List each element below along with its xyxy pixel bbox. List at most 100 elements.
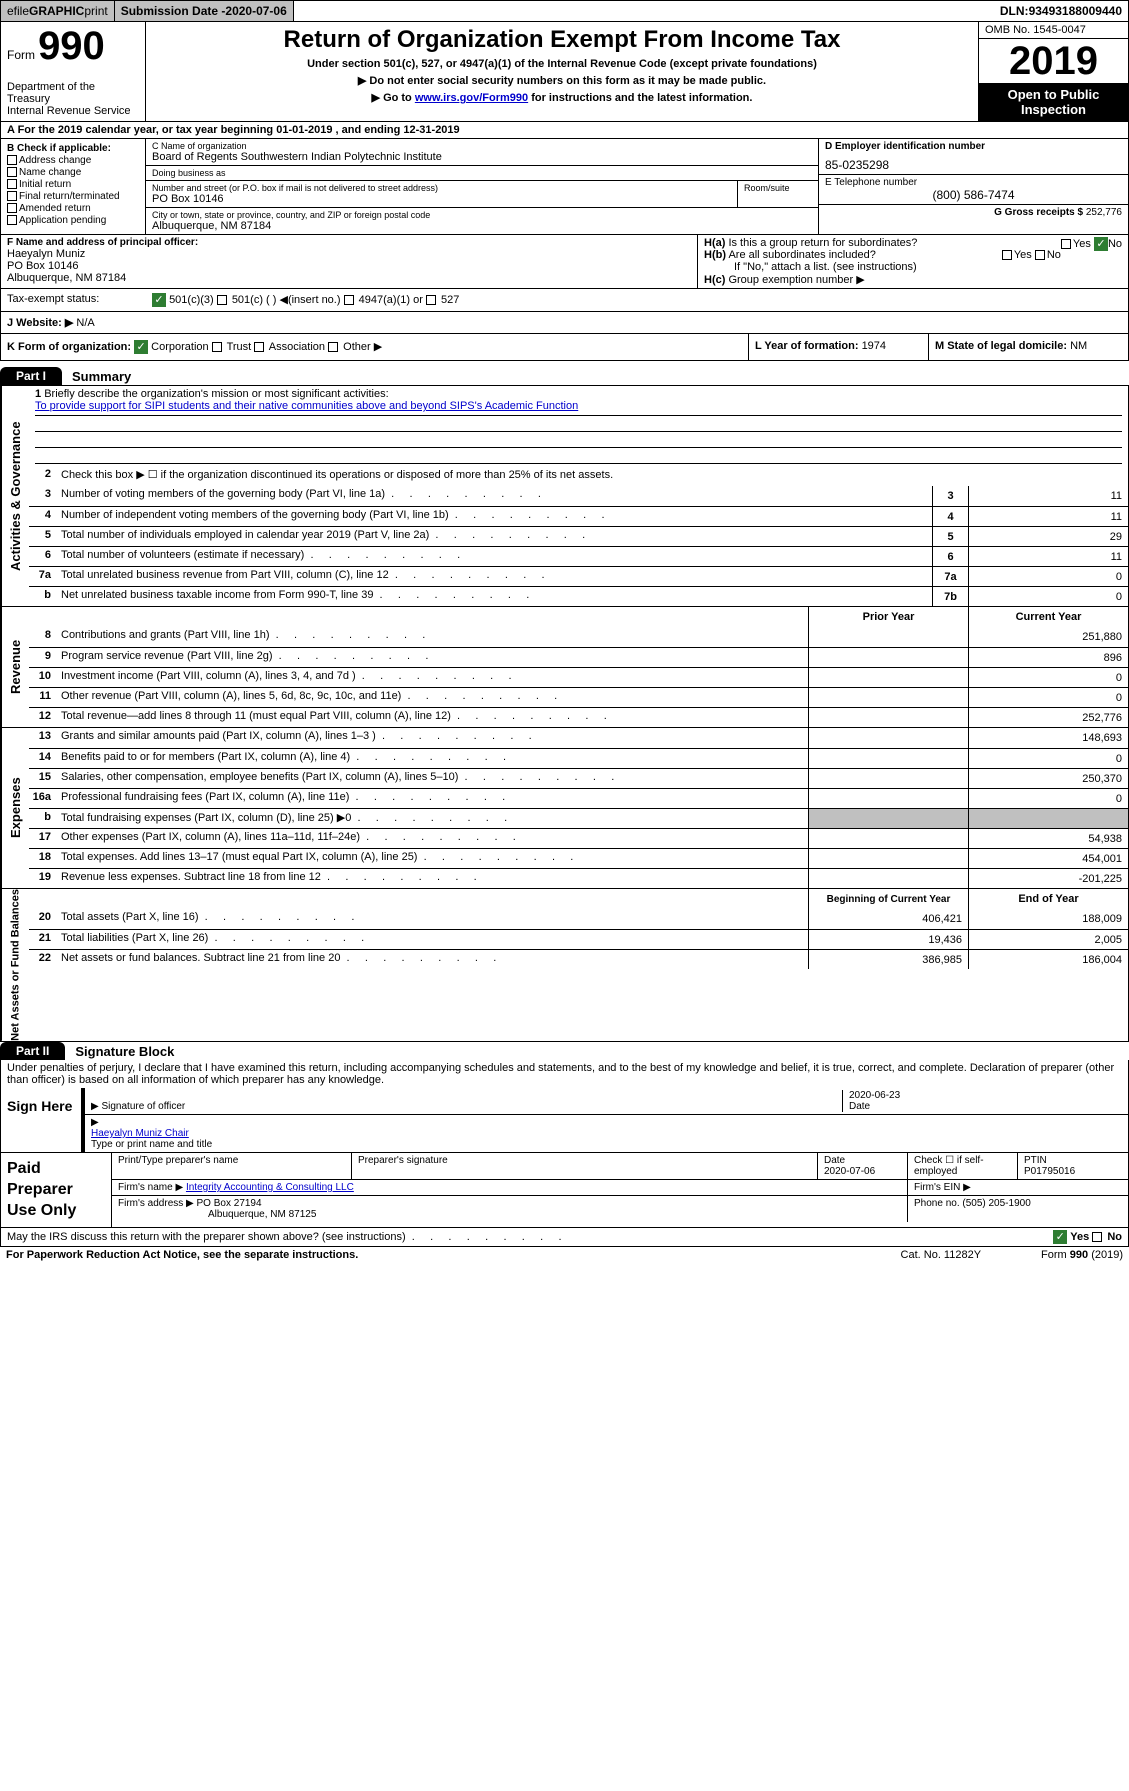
submission-box: Submission Date - 2020-07-06 bbox=[115, 1, 294, 21]
discuss-row: May the IRS discuss this return with the… bbox=[0, 1228, 1129, 1247]
firm-phone: Phone no. (505) 205-1900 bbox=[908, 1196, 1128, 1222]
mission-blank1 bbox=[35, 416, 1122, 432]
paid-label: Paid Preparer Use Only bbox=[1, 1153, 111, 1227]
addr-label: Number and street (or P.O. box if mail i… bbox=[152, 183, 731, 193]
rev-line-9: 9Program service revenue (Part VIII, lin… bbox=[29, 647, 1128, 667]
na-line-22: 22Net assets or fund balances. Subtract … bbox=[29, 949, 1128, 969]
na-hdr: Beginning of Current Year End of Year bbox=[29, 889, 1128, 909]
addr-row: Number and street (or P.O. box if mail i… bbox=[146, 181, 818, 208]
exp-line-19: 19Revenue less expenses. Subtract line 1… bbox=[29, 868, 1128, 888]
part1-tab: Part I bbox=[0, 367, 62, 385]
k-label: K Form of organization: bbox=[7, 341, 131, 353]
l2-text: Check this box ▶ ☐ if the organization d… bbox=[57, 466, 1128, 486]
gov-line-7a: 7aTotal unrelated business revenue from … bbox=[29, 566, 1128, 586]
f-addr2: Albuquerque, NM 87184 bbox=[7, 272, 691, 284]
m-label: M State of legal domicile: bbox=[935, 340, 1070, 352]
chk-pending[interactable]: Application pending bbox=[7, 215, 139, 226]
side-revenue: Revenue bbox=[1, 607, 29, 727]
chk-amended[interactable]: Amended return bbox=[7, 203, 139, 214]
hb-row: H(b) Are all subordinates included? Yes … bbox=[704, 249, 1122, 261]
sig-date-label: Date bbox=[849, 1101, 1122, 1112]
l-label: L Year of formation: bbox=[755, 340, 862, 352]
exp-line-13: 13Grants and similar amounts paid (Part … bbox=[29, 728, 1128, 748]
gross-value: 252,776 bbox=[1086, 207, 1122, 218]
city-value: Albuquerque, NM 87184 bbox=[152, 220, 812, 232]
row-j: J Website: ▶ N/A bbox=[0, 312, 1129, 334]
org-name-box: C Name of organization Board of Regents … bbox=[146, 139, 818, 165]
sub3-post: for instructions and the latest informat… bbox=[531, 92, 752, 104]
sig-officer-label: Signature of officer bbox=[91, 1101, 842, 1112]
gross-box: G Gross receipts $ 252,776 bbox=[819, 205, 1128, 220]
na-line-20: 20Total assets (Part X, line 16)406,4211… bbox=[29, 909, 1128, 929]
sub3-pre: Go to bbox=[383, 92, 415, 104]
efile-print[interactable]: print bbox=[84, 4, 107, 18]
chk-address[interactable]: Address change bbox=[7, 155, 139, 166]
discuss-q: May the IRS discuss this return with the… bbox=[7, 1231, 562, 1243]
chk-initial[interactable]: Initial return bbox=[7, 179, 139, 190]
ein-label: D Employer identification number bbox=[825, 141, 1122, 152]
footer-mid: Cat. No. 11282Y bbox=[901, 1249, 982, 1261]
form-header: Form 990 Department of the Treasury Inte… bbox=[0, 22, 1129, 122]
city-label: City or town, state or province, country… bbox=[152, 210, 812, 220]
box-k: K Form of organization: ✓ Corporation Tr… bbox=[1, 334, 748, 360]
submission-label: Submission Date - bbox=[121, 4, 226, 18]
discuss-yes-chk[interactable]: ✓ bbox=[1053, 1230, 1067, 1244]
top-spacer bbox=[294, 1, 994, 21]
efile-graphic[interactable]: GRAPHIC bbox=[29, 4, 84, 18]
form-word: Form bbox=[7, 48, 35, 62]
form-number: 990 bbox=[38, 24, 105, 68]
irs-link[interactable]: www.irs.gov/Form990 bbox=[415, 92, 528, 104]
firm-ein: Firm's EIN ▶ bbox=[908, 1180, 1128, 1195]
sign-here: Sign Here bbox=[1, 1088, 81, 1152]
room-label: Room/suite bbox=[738, 181, 818, 207]
org-name: Board of Regents Southwestern Indian Pol… bbox=[152, 151, 812, 163]
netassets-block: Net Assets or Fund Balances Beginning of… bbox=[0, 889, 1129, 1042]
efile-box: efile GRAPHIC print bbox=[1, 1, 115, 21]
row-a-mid: , and ending bbox=[336, 124, 404, 136]
subtitle-1: Under section 501(c), 527, or 4947(a)(1)… bbox=[156, 58, 968, 70]
ein-box: D Employer identification number 85-0235… bbox=[819, 139, 1128, 175]
form-title: Return of Organization Exempt From Incom… bbox=[156, 26, 968, 54]
paid-row3: Firm's address ▶ PO Box 27194 Albuquerqu… bbox=[112, 1196, 1128, 1222]
p-ptin: PTINP01795016 bbox=[1018, 1153, 1128, 1179]
row-a-text: A For the 2019 calendar year, or tax yea… bbox=[7, 124, 276, 136]
addr-street-box: Number and street (or P.O. box if mail i… bbox=[146, 181, 738, 207]
header-right: OMB No. 1545-0047 2019 Open to Public In… bbox=[978, 22, 1128, 121]
box-l: L Year of formation: 1974 bbox=[748, 334, 928, 360]
sig-date-box: 2020-06-23 Date bbox=[842, 1090, 1122, 1112]
mission-text: To provide support for SIPI students and… bbox=[35, 400, 1122, 416]
l-val: 1974 bbox=[862, 340, 886, 352]
sig-name-box: Haeyalyn Muniz Chair Type or print name … bbox=[91, 1117, 1122, 1150]
row-a-end: 12-31-2019 bbox=[403, 124, 459, 136]
rev-hdr: Prior Year Current Year bbox=[29, 607, 1128, 627]
j-label: J Website: ▶ bbox=[7, 317, 73, 329]
part2-title: Signature Block bbox=[65, 1044, 174, 1059]
chk-501c3[interactable]: ✓ bbox=[152, 293, 166, 307]
part1-header: Part I Summary bbox=[0, 367, 1129, 385]
rev-line-10: 10Investment income (Part VIII, column (… bbox=[29, 667, 1128, 687]
chk-name[interactable]: Name change bbox=[7, 167, 139, 178]
footer-left: For Paperwork Reduction Act Notice, see … bbox=[6, 1249, 358, 1261]
city-box: City or town, state or province, country… bbox=[146, 208, 818, 234]
gov-line-6: 6Total number of volunteers (estimate if… bbox=[29, 546, 1128, 566]
m-val: NM bbox=[1070, 340, 1087, 352]
addr-value: PO Box 10146 bbox=[152, 193, 731, 205]
box-f: F Name and address of principal officer:… bbox=[1, 235, 698, 288]
box-d: D Employer identification number 85-0235… bbox=[818, 139, 1128, 234]
p-self[interactable]: Check ☐ if self-employed bbox=[908, 1153, 1018, 1179]
exp-line-15: 15Salaries, other compensation, employee… bbox=[29, 768, 1128, 788]
phone-box: E Telephone number (800) 586-7474 bbox=[819, 175, 1128, 205]
ha-row: H(a) Is this a group return for subordin… bbox=[704, 237, 1122, 249]
chk-final[interactable]: Final return/terminated bbox=[7, 191, 139, 202]
phone-label: E Telephone number bbox=[825, 177, 1122, 188]
hb-note: If "No," attach a list. (see instruction… bbox=[704, 261, 1122, 273]
top-bar: efile GRAPHIC print Submission Date - 20… bbox=[0, 0, 1129, 22]
gov-line-3: 3Number of voting members of the governi… bbox=[29, 486, 1128, 506]
na-line-21: 21Total liabilities (Part X, line 26)19,… bbox=[29, 929, 1128, 949]
expenses-block: Expenses 13Grants and similar amounts pa… bbox=[0, 728, 1129, 889]
declaration: Under penalties of perjury, I declare th… bbox=[1, 1060, 1128, 1088]
box-c: C Name of organization Board of Regents … bbox=[146, 139, 818, 234]
efile-prefix: efile bbox=[7, 4, 29, 18]
signature-section: Under penalties of perjury, I declare th… bbox=[0, 1060, 1129, 1228]
sig-name[interactable]: Haeyalyn Muniz Chair bbox=[91, 1128, 189, 1139]
